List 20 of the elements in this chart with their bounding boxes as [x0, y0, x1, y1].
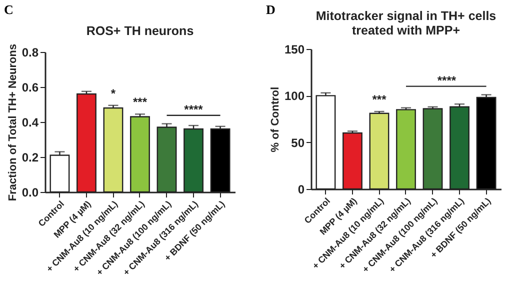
- y-tick-label: 0.6: [22, 80, 39, 94]
- annotation: ****: [437, 73, 456, 88]
- annotation: ****: [184, 102, 204, 116]
- y-tick-label: 100: [284, 89, 305, 104]
- y-axis-title: Fraction of Total TH+ Neurons: [6, 44, 19, 202]
- annotation: ***: [132, 95, 148, 110]
- y-tick-label: 0: [298, 182, 305, 196]
- y-tick-label: 50: [291, 136, 305, 150]
- y-tick-label: 0.2: [22, 150, 39, 164]
- annotation: *: [110, 86, 116, 100]
- text: D: [266, 2, 276, 18]
- chart-title: Mitotracker signal in TH+ cells treated with MPP+: [316, 9, 496, 38]
- y-axis-title: % of Control: [269, 86, 282, 152]
- y-tick-label: 0.4: [22, 116, 39, 130]
- y-tick-label: 0.8: [22, 46, 39, 60]
- text: C: [4, 2, 14, 18]
- y-tick-label: 150: [284, 42, 305, 56]
- annotation: ***: [372, 92, 387, 107]
- chart-title: ROS+ TH neurons: [86, 24, 194, 38]
- y-tick-label: 0.0: [22, 186, 39, 200]
